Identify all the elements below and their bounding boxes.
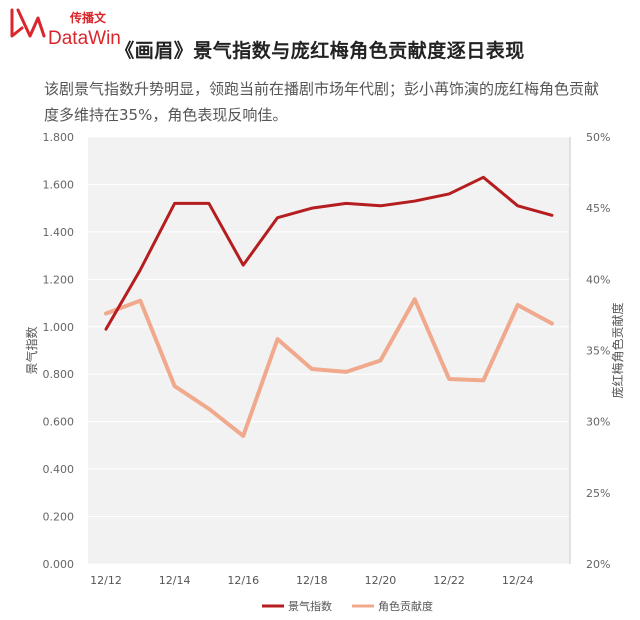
datawin-logo: 传播文 DataWin bbox=[10, 8, 121, 49]
y-tick-label-left: 0.000 bbox=[43, 558, 75, 571]
y-tick-label-left: 1.800 bbox=[43, 131, 75, 144]
series-line-contribution bbox=[104, 297, 554, 438]
legend-label: 景气指数 bbox=[288, 599, 332, 613]
legend: 景气指数 角色贡献度 bbox=[262, 599, 433, 613]
x-tick-label: 12/18 bbox=[296, 574, 328, 587]
logo-mark bbox=[10, 8, 46, 38]
y-tick-label-left: 0.200 bbox=[43, 511, 75, 524]
series-lines bbox=[104, 175, 554, 438]
page-description: 该剧景气指数升势明显，领跑当前在播剧市场年代剧；彭小苒饰演的庞红梅角色贡献度多维… bbox=[44, 80, 600, 124]
y-tick-label-right: 25% bbox=[586, 487, 610, 500]
y-axis-label-right: 庞红梅角色贡献度 bbox=[610, 302, 625, 398]
legend-item: 景气指数 bbox=[262, 599, 332, 613]
page-title: 《画眉》景气指数与庞红梅角色贡献度逐日表现 bbox=[115, 40, 525, 62]
y-tick-label-left: 1.000 bbox=[43, 321, 75, 334]
x-tick-label: 12/16 bbox=[227, 574, 259, 587]
left-axis-ticks: 0.000 0.200 0.400 0.600 0.800 1.000 1.200 1.400… bbox=[43, 131, 75, 571]
y-tick-label-right: 20% bbox=[586, 558, 610, 571]
y-tick-label-right: 40% bbox=[586, 273, 610, 286]
y-tick-label-right: 45% bbox=[586, 202, 610, 215]
y-tick-label-right: 35% bbox=[586, 345, 610, 358]
y-tick-label-left: 0.600 bbox=[43, 416, 75, 429]
logo-cn-text: 传播文 bbox=[69, 10, 107, 25]
x-tick-label: 12/14 bbox=[159, 574, 191, 587]
x-tick-label: 12/20 bbox=[365, 574, 397, 587]
x-tick-label: 12/24 bbox=[502, 574, 534, 587]
legend-item: 角色贡献度 bbox=[352, 599, 433, 613]
legend-label: 角色贡献度 bbox=[378, 599, 433, 613]
y-tick-label-left: 0.400 bbox=[43, 463, 75, 476]
right-axis-ticks: 20% 25% 30% 35% 40% 45% 50% bbox=[569, 131, 610, 571]
y-tick-label-left: 0.800 bbox=[43, 368, 75, 381]
plot-area bbox=[88, 137, 570, 564]
y-tick-label-left: 1.200 bbox=[43, 273, 75, 286]
y-axis-label-left: 景气指数 bbox=[24, 326, 39, 374]
x-tick-label: 12/22 bbox=[433, 574, 465, 587]
y-tick-label-right: 50% bbox=[586, 131, 610, 144]
x-tick-label: 12/12 bbox=[90, 574, 122, 587]
y-tick-label-right: 30% bbox=[586, 416, 610, 429]
series-line-index bbox=[104, 175, 554, 331]
y-tick-label-left: 1.400 bbox=[43, 226, 75, 239]
logo-en-text: DataWin bbox=[48, 28, 121, 49]
x-axis-ticks: 12/12 12/14 12/16 12/18 12/20 12/22 12/24 bbox=[90, 574, 533, 587]
y-tick-label-left: 1.600 bbox=[43, 178, 75, 191]
